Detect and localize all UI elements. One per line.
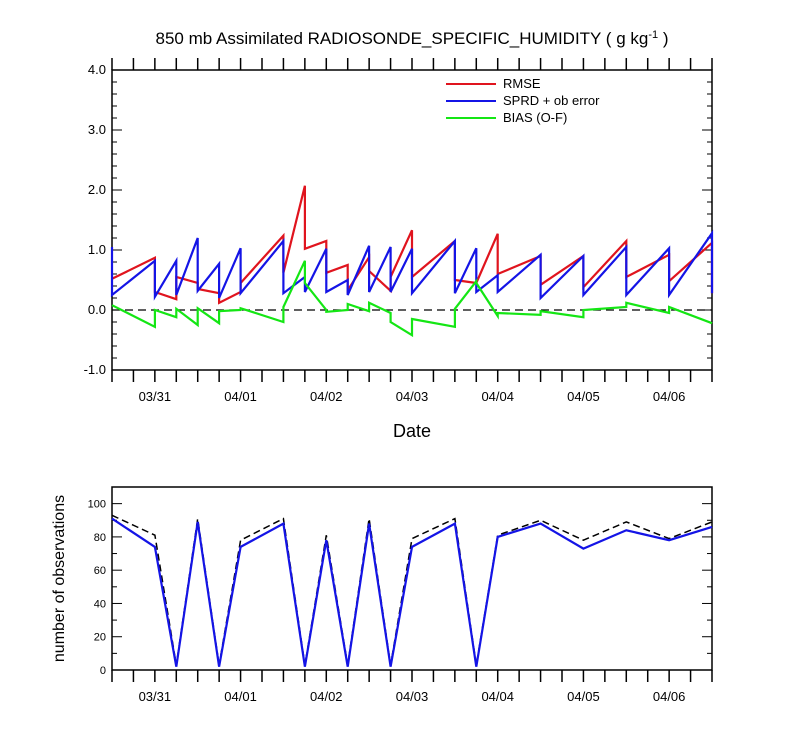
top-panel: -1.0 0.0 1.0 2.0 3.0 4.0 03/31 04/01 04/02 04/03 0…	[84, 29, 714, 441]
legend-label: BIAS (O-F)	[503, 110, 567, 125]
x-tick-label: 04/01	[224, 389, 257, 404]
legend-label: SPRD + ob error	[503, 93, 600, 108]
x-tick-label: 04/02	[310, 689, 343, 704]
series-line-possible-observations	[111, 514, 713, 666]
x-axis-label: Date	[393, 421, 431, 441]
title-main: 850 mb Assimilated RADIOSONDE_SPECIFIC_H…	[156, 29, 649, 48]
y-tick-label: 40	[94, 598, 106, 610]
series-line-bias-o-f	[111, 260, 713, 338]
y-tick-label: 0	[100, 665, 106, 677]
x-tick-label: 04/04	[481, 689, 514, 704]
x-tick-label: 03/31	[139, 689, 172, 704]
x-tick-label: 04/01	[224, 689, 257, 704]
y-tick-label: 0.0	[88, 302, 106, 317]
y-tick-label: 80	[94, 532, 106, 544]
y-tick-label: 4.0	[88, 62, 106, 77]
x-tick-label: 04/05	[567, 689, 600, 704]
y-tick-label: 3.0	[88, 122, 106, 137]
legend: RMSE SPRD + ob error BIAS (O-F)	[446, 76, 600, 125]
series-line-sprd-ob-error	[110, 229, 714, 301]
y-tick-label: 20	[94, 632, 106, 644]
x-tick-label: 04/03	[396, 689, 429, 704]
chart-title: 850 mb Assimilated RADIOSONDE_SPECIFIC_H…	[156, 29, 669, 48]
series-line-assimilated-observations	[111, 517, 713, 667]
x-tick-label: 04/05	[567, 389, 600, 404]
x-tick-label: 04/06	[653, 389, 686, 404]
y-tick-label: 1.0	[88, 242, 106, 257]
plot-frame	[111, 486, 713, 671]
x-tick-label: 03/31	[139, 389, 172, 404]
x-tick-label: 04/02	[310, 389, 343, 404]
y-axis-label: number of observations	[51, 495, 68, 662]
y-tick-label: 60	[94, 565, 106, 577]
x-tick-label: 04/04	[481, 389, 514, 404]
bottom-panel: 0 20 40 60 80 100 03/31 04/01 04/02 04/03 04/04 04/…	[51, 486, 713, 704]
y-tick-label: 2.0	[88, 182, 106, 197]
title-superscript: -1	[648, 29, 658, 41]
legend-label: RMSE	[503, 76, 541, 91]
title-end: )	[658, 29, 668, 48]
y-tick-label: -1.0	[84, 362, 106, 377]
x-tick-label: 04/06	[653, 689, 686, 704]
y-tick-label: 100	[88, 499, 106, 511]
x-tick-label: 04/03	[396, 389, 429, 404]
